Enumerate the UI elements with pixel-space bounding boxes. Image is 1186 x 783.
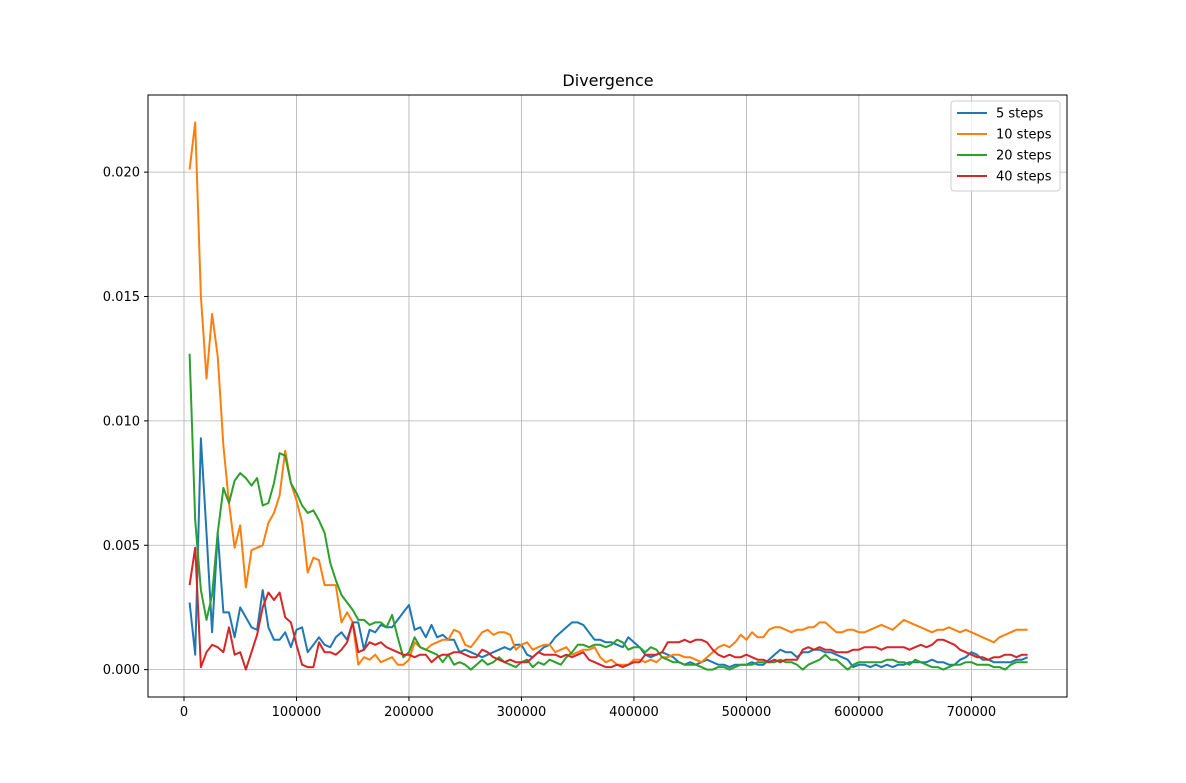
chart-title: Divergence (562, 71, 653, 90)
plot-area-frame (147, 94, 1068, 698)
y-axis: 0.000 0.005 0.010 0.015 0.020 (103, 166, 148, 678)
series-line-2 (188, 121, 1028, 666)
x-axis: 0 100000 200000 300000 400000 500000 600000 700… (180, 697, 996, 720)
series-line-4 (188, 546, 1028, 671)
y-tick-label: 0.015 (103, 290, 140, 305)
legend-label: 5 steps (996, 107, 1044, 122)
legend-label: 40 steps (996, 170, 1052, 185)
legend: 5 steps 10 steps 20 steps 40 steps (950, 100, 1061, 192)
x-tick-label: 100000 (272, 705, 322, 720)
series-line-3 (188, 353, 1028, 671)
y-tick-label: 0.005 (103, 539, 140, 554)
x-tick-label: 500000 (722, 705, 772, 720)
series-line-1 (188, 437, 1029, 669)
x-tick-label: 600000 (834, 705, 884, 720)
x-tick-label: 0 (180, 705, 188, 720)
y-tick-label: 0.010 (103, 414, 140, 429)
legend-label: 10 steps (996, 128, 1052, 143)
grid-lines (148, 95, 1067, 697)
legend-label: 20 steps (996, 149, 1052, 164)
y-tick-label: 0.020 (103, 166, 140, 181)
y-tick-label: 0.000 (103, 663, 140, 678)
x-tick-label: 200000 (384, 705, 434, 720)
legend-box (950, 100, 1061, 192)
x-tick-label: 700000 (947, 705, 997, 720)
x-tick-label: 400000 (609, 705, 659, 720)
x-tick-label: 300000 (497, 705, 547, 720)
series-lines (188, 121, 1029, 671)
